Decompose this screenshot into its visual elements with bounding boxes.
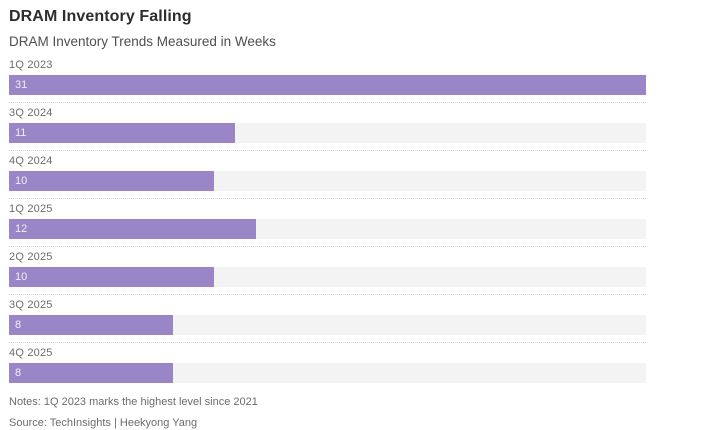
bar-track: 10	[9, 171, 646, 191]
bar: 10	[9, 171, 215, 191]
chart-row: 4Q 2025 8	[9, 347, 646, 383]
bar-value-label: 10	[15, 175, 28, 187]
bar: 8	[9, 363, 174, 383]
bar: 12	[9, 219, 256, 239]
bar: 8	[9, 315, 174, 335]
chart-notes: Notes: 1Q 2023 marks the highest level s…	[9, 396, 258, 408]
chart-subtitle: DRAM Inventory Trends Measured in Weeks	[9, 34, 276, 49]
bar: 31	[9, 75, 646, 95]
bar-track: 8	[9, 363, 646, 383]
bar-value-label: 31	[15, 79, 28, 91]
row-separator	[9, 102, 646, 103]
chart-source: Source: TechInsights | Heekyong Yang	[9, 417, 198, 429]
row-separator	[9, 198, 646, 199]
row-separator	[9, 342, 646, 343]
bar-track: 8	[9, 315, 646, 335]
category-label: 1Q 2025	[9, 203, 53, 215]
category-label: 3Q 2024	[9, 107, 53, 119]
bar-value-label: 11	[15, 127, 27, 139]
chart-rows: 1Q 2023 31 3Q 2024 11 4Q 2024 10 1Q 2025 12 2Q 2…	[9, 59, 646, 383]
bar-value-label: 12	[15, 223, 28, 235]
category-label: 4Q 2025	[9, 347, 53, 359]
bar-value-label: 8	[15, 367, 22, 379]
row-separator	[9, 150, 646, 151]
bar-track: 12	[9, 219, 646, 239]
chart-row: 4Q 2024 10	[9, 155, 646, 199]
bar-value-label: 8	[15, 319, 22, 331]
bar-track: 10	[9, 267, 646, 287]
bar-track: 31	[9, 75, 646, 95]
bar: 10	[9, 267, 215, 287]
chart-row: 3Q 2024 11	[9, 107, 646, 151]
row-separator	[9, 294, 646, 295]
category-label: 2Q 2025	[9, 251, 53, 263]
chart-title: DRAM Inventory Falling	[9, 8, 192, 25]
bar: 11	[9, 123, 235, 143]
row-separator	[9, 246, 646, 247]
chart-row: 1Q 2023 31	[9, 59, 646, 103]
category-label: 4Q 2024	[9, 155, 53, 167]
chart-row: 3Q 2025 8	[9, 299, 646, 343]
chart-row: 2Q 2025 10	[9, 251, 646, 295]
category-label: 1Q 2023	[9, 59, 53, 71]
dram-inventory-chart: DRAM Inventory Falling DRAM Inventory Tr…	[9, 8, 646, 430]
bar-value-label: 10	[15, 271, 28, 283]
chart-row: 1Q 2025 12	[9, 203, 646, 247]
bar-track: 11	[9, 123, 646, 143]
category-label: 3Q 2025	[9, 299, 53, 311]
